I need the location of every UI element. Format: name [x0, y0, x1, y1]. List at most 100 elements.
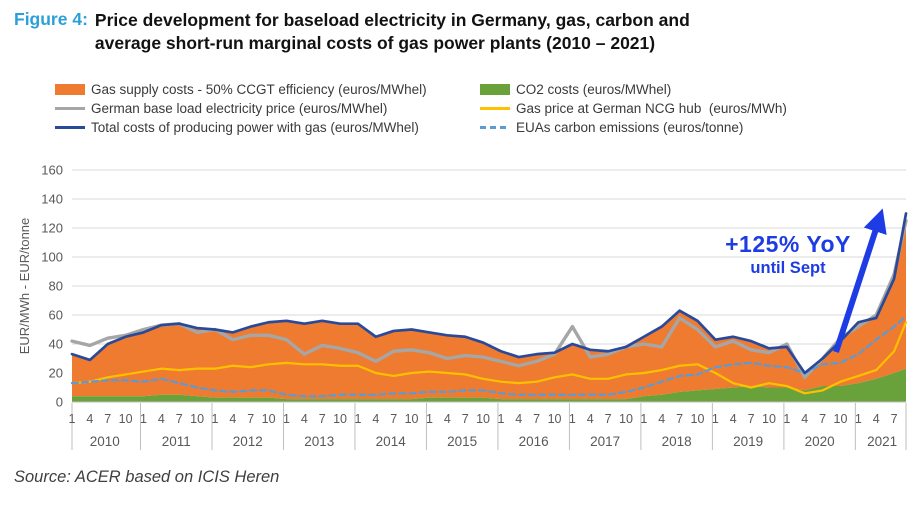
month-tick-label: 10	[619, 412, 633, 426]
month-tick-label: 10	[405, 412, 419, 426]
legend-item-total-costs: Total costs of producing power with gas …	[55, 118, 427, 137]
month-tick-label: 1	[712, 412, 719, 426]
legend-label: Total costs of producing power with gas …	[91, 120, 419, 135]
month-tick-label: 4	[515, 412, 522, 426]
figure-title-line1: Price development for baseload electrici…	[94, 10, 690, 30]
year-label: 2020	[805, 434, 835, 449]
month-tick-label: 4	[229, 412, 236, 426]
year-label: 2015	[447, 434, 477, 449]
legend-item-gas-price: Gas price at German NCG hub (euros/MWh)	[480, 99, 787, 118]
year-label: 2019	[733, 434, 763, 449]
year-label: 2016	[519, 434, 549, 449]
month-tick-label: 10	[262, 412, 276, 426]
month-tick-label: 4	[873, 412, 880, 426]
year-label: 2010	[90, 434, 120, 449]
series-line-total-costs	[70, 212, 908, 375]
legend-item-gas-supply-costs: Gas supply costs - 50% CCGT efficiency (…	[55, 80, 427, 99]
month-tick-label: 4	[86, 412, 93, 426]
legend-item-co2-costs: CO2 costs (euros/MWhel)	[480, 80, 787, 99]
month-tick-label: 1	[211, 412, 218, 426]
month-tick-label: 4	[658, 412, 665, 426]
month-tick-label: 4	[444, 412, 451, 426]
figure-header: Figure 4: Price development for baseload…	[14, 9, 690, 55]
co2-costs-swatch	[480, 84, 510, 95]
year-label: 2012	[233, 434, 263, 449]
figure-number-label: Figure 4:	[14, 9, 88, 29]
month-tick-label: 10	[119, 412, 133, 426]
gas-supply-swatch	[55, 84, 85, 95]
month-tick-label: 1	[426, 412, 433, 426]
legend-item-eua-price: EUAs carbon emissions (euros/tonne)	[480, 118, 787, 137]
month-tick-label: 1	[569, 412, 576, 426]
source-note: Source: ACER based on ICIS Heren	[14, 468, 280, 486]
year-label: 2018	[662, 434, 692, 449]
y-axis-title: EUR/MWh - EUR/tonne	[17, 218, 32, 355]
month-tick-label: 10	[476, 412, 490, 426]
month-tick-label: 7	[319, 412, 326, 426]
month-tick-label: 10	[333, 412, 347, 426]
figure-title: Price development for baseload electrici…	[95, 9, 690, 55]
month-tick-label: 7	[104, 412, 111, 426]
series-line-gas-price	[70, 321, 908, 395]
area-gas-supply-costs	[72, 213, 906, 400]
year-label: 2011	[162, 434, 191, 449]
y-tick-label: 0	[56, 395, 63, 410]
total-costs-swatch	[55, 125, 85, 130]
legend-label: German base load electricity price (euro…	[91, 101, 388, 116]
month-tick-label: 4	[372, 412, 379, 426]
legend-label: CO2 costs (euros/MWhel)	[516, 82, 672, 97]
month-tick-label: 1	[354, 412, 361, 426]
series-line-eua-price	[70, 315, 908, 398]
legend-label: Gas price at German NCG hub (euros/MWh)	[516, 101, 787, 116]
month-tick-label: 7	[748, 412, 755, 426]
month-tick-label: 4	[587, 412, 594, 426]
y-tick-label: 160	[41, 163, 63, 178]
gas-price-swatch	[480, 106, 510, 111]
year-label: 2013	[304, 434, 334, 449]
month-tick-label: 10	[548, 412, 562, 426]
year-label: 2017	[590, 434, 620, 449]
legend-label: Gas supply costs - 50% CCGT efficiency (…	[91, 82, 427, 97]
legend-label: EUAs carbon emissions (euros/tonne)	[516, 120, 744, 135]
month-tick-label: 1	[783, 412, 790, 426]
month-tick-label: 7	[533, 412, 540, 426]
eua-price-swatch	[480, 126, 510, 129]
month-tick-label: 4	[730, 412, 737, 426]
legend-left-column: Gas supply costs - 50% CCGT efficiency (…	[55, 80, 427, 137]
month-tick-label: 4	[158, 412, 165, 426]
legend-item-electricity-price: German base load electricity price (euro…	[55, 99, 427, 118]
y-tick-label: 80	[49, 279, 63, 294]
month-tick-label: 7	[819, 412, 826, 426]
month-tick-label: 1	[69, 412, 76, 426]
month-tick-label: 7	[891, 412, 898, 426]
month-tick-label: 1	[497, 412, 504, 426]
y-tick-label: 20	[49, 366, 63, 381]
legend-right-column: CO2 costs (euros/MWhel) Gas price at Ger…	[480, 80, 787, 137]
month-tick-label: 7	[462, 412, 469, 426]
month-tick-label: 1	[640, 412, 647, 426]
y-tick-label: 120	[41, 221, 63, 236]
y-tick-label: 40	[49, 337, 63, 352]
month-tick-label: 10	[834, 412, 848, 426]
year-label: 2021	[867, 434, 897, 449]
series-lines	[70, 212, 908, 398]
month-tick-label: 10	[190, 412, 204, 426]
y-tick-label: 100	[41, 250, 63, 265]
electricity-price-swatch	[55, 106, 85, 111]
year-label: 2014	[376, 434, 407, 449]
figure-title-line2: average short-run marginal costs of gas …	[94, 33, 656, 53]
month-tick-label: 10	[691, 412, 705, 426]
month-tick-label: 4	[301, 412, 308, 426]
area-co2-costs	[72, 368, 906, 402]
month-tick-label: 7	[676, 412, 683, 426]
month-tick-label: 10	[762, 412, 776, 426]
stacked-areas	[72, 213, 906, 402]
month-tick-label: 7	[176, 412, 183, 426]
month-tick-label: 1	[140, 412, 147, 426]
month-tick-label: 1	[855, 412, 862, 426]
month-tick-label: 7	[247, 412, 254, 426]
month-tick-label: 7	[390, 412, 397, 426]
growth-arrow	[833, 208, 887, 353]
